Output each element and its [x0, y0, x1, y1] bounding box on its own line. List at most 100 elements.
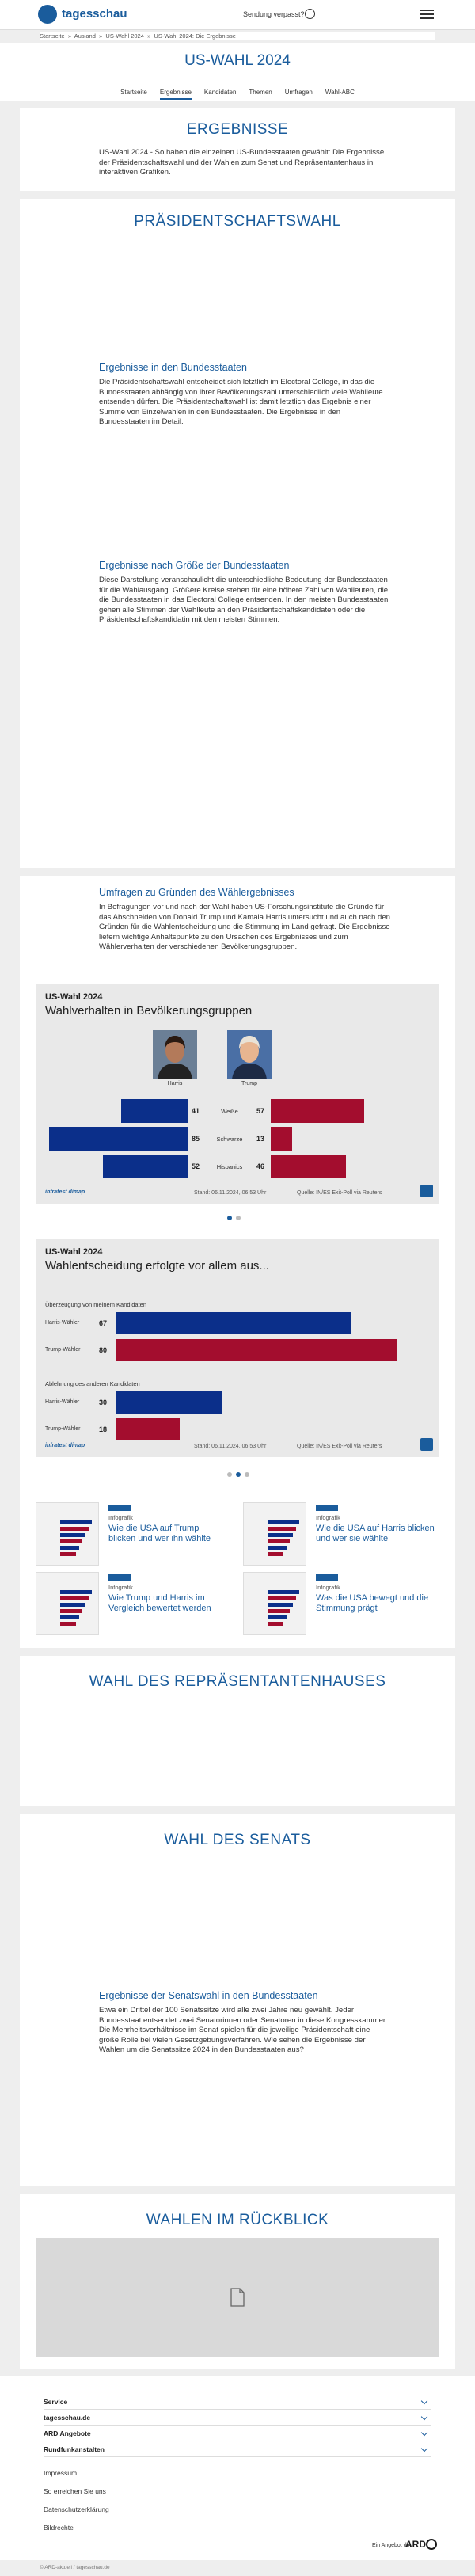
logo-icon[interactable]	[38, 5, 57, 24]
value-label: 57	[256, 1107, 265, 1115]
header: tagesschau Sendung verpasst?	[0, 0, 475, 30]
footer-link[interactable]: Impressum	[44, 2469, 78, 2477]
teaser-thumbnail[interactable]	[243, 1502, 306, 1566]
pager-dot[interactable]	[236, 1216, 241, 1220]
accordion-item[interactable]: ARD Angebote	[44, 2426, 431, 2441]
nav-item[interactable]: Themen	[249, 89, 272, 96]
pager-dot[interactable]	[227, 1216, 232, 1220]
teaser-type: Infografik	[108, 1584, 133, 1591]
kicker: US-Wahl 2024	[45, 1247, 103, 1257]
footer-link[interactable]: Datenschutzerklärung	[44, 2506, 109, 2513]
thumb-bar	[268, 1609, 290, 1613]
teaser-thumbnail[interactable]	[243, 1572, 306, 1635]
paragraph: Die Präsidentschaftswahl entscheidet sic…	[99, 378, 383, 427]
teaser-title[interactable]: Was die USA bewegt und die Stimmung präg…	[316, 1593, 429, 1613]
group-label: Hispanics	[216, 1163, 243, 1170]
thumb-bar	[268, 1622, 283, 1626]
value-label: 80	[99, 1346, 108, 1354]
footer-link[interactable]: Bildrechte	[44, 2524, 74, 2532]
page-title: US-WAHL 2024	[184, 52, 291, 69]
heading: PRÄSIDENTSCHAFTSWAHL	[134, 213, 341, 230]
portrait-figure	[232, 1036, 267, 1079]
subheading: Ergebnisse nach Größe der Bundesstaaten	[99, 560, 290, 571]
thumb-bar	[268, 1590, 299, 1594]
kicker: US-Wahl 2024	[45, 992, 103, 1002]
group-label: Schwarze	[216, 1136, 243, 1143]
breadcrumb-item[interactable]: US-Wahl 2024	[105, 32, 144, 40]
value-label: 30	[99, 1398, 108, 1406]
thumb-bar	[60, 1622, 76, 1626]
teaser-tag	[316, 1574, 338, 1581]
subheading: Ergebnisse in den Bundesstaaten	[99, 362, 247, 373]
teaser-tag	[316, 1505, 338, 1511]
play-icon[interactable]	[305, 9, 315, 19]
bar	[103, 1155, 188, 1178]
stand: Stand: 06.11.2024, 06:53 Uhr	[194, 1190, 267, 1196]
portrait	[153, 1030, 197, 1079]
senate-card: WAHL DES SENATS Ergebnisse der Senatswah…	[20, 1814, 455, 2186]
paragraph: In Befragungen vor und nach der Wahl hab…	[99, 903, 390, 952]
breadcrumb-item[interactable]: Ausland	[74, 32, 96, 40]
footer-link[interactable]: So erreichen Sie uns	[44, 2487, 106, 2495]
thumb-bar	[268, 1603, 293, 1607]
teaser-thumbnail[interactable]	[36, 1502, 99, 1566]
logo[interactable]: tagesschau	[62, 7, 127, 21]
breadcrumb-item[interactable]: US-Wahl 2024: Die Ergebnisse	[154, 32, 236, 40]
value-label: 52	[192, 1162, 200, 1170]
thumb-bar	[60, 1520, 92, 1524]
candidate-label: Harris	[167, 1081, 183, 1086]
section-label: Ablehnung des anderen Kandidaten	[45, 1380, 140, 1387]
motive-infographic: US-Wahl 2024 Wahlentscheidung erfolgte v…	[36, 1239, 439, 1457]
chart-title: Wahlentscheidung erfolgte vor allem aus.…	[45, 1259, 269, 1273]
pager-dot[interactable]	[227, 1472, 232, 1477]
missed-link[interactable]: Sendung verpasst?	[243, 10, 305, 18]
menu-button[interactable]	[420, 10, 434, 19]
pager-dot[interactable]	[245, 1472, 249, 1477]
paragraph: US-Wahl 2024 - So haben die einzelnen US…	[99, 148, 385, 177]
accordion-item[interactable]: Service	[44, 2394, 431, 2410]
accordion-item[interactable]: Rundfunkanstalten	[44, 2441, 431, 2457]
results-card: ERGEBNISSE US-Wahl 2024 - So haben die e…	[20, 108, 455, 191]
ard-logo[interactable]: ARD	[405, 2539, 426, 2550]
thumb-bar	[268, 1552, 283, 1556]
teaser-title[interactable]: Wie Trump und Harris im Vergleich bewert…	[108, 1593, 211, 1613]
nav-item[interactable]: Ergebnisse	[159, 89, 192, 100]
nav-item[interactable]: Wahl-ABC	[325, 89, 355, 96]
bar	[271, 1127, 292, 1151]
copyright-bar: © ARD-aktuell / tagesschau.de	[0, 2560, 475, 2576]
teaser-tag	[108, 1574, 131, 1581]
value-label: 85	[192, 1135, 200, 1143]
teaser-thumbnail[interactable]	[36, 1572, 99, 1635]
copyright: © ARD-aktuell / tagesschau.de	[40, 2565, 110, 2570]
accordion-item[interactable]: tagesschau.de	[44, 2410, 431, 2426]
thumb-bar	[60, 1609, 82, 1613]
nav-item[interactable]: Umfragen	[284, 89, 313, 96]
house-card: WAHL DES REPRÄSENTANTENHAUSES	[20, 1656, 455, 1806]
thumb-bar	[60, 1590, 92, 1594]
teaser-title[interactable]: Wie die USA auf Harris blicken und wer s…	[316, 1524, 435, 1543]
breadcrumb-item[interactable]: Startseite	[40, 32, 65, 40]
nav-item[interactable]: Startseite	[120, 89, 147, 96]
nav-item[interactable]: Kandidaten	[203, 89, 237, 96]
bar	[116, 1418, 180, 1440]
breadcrumb: Startseite » Ausland » US-Wahl 2024 » US…	[40, 32, 435, 40]
teaser-title[interactable]: Wie die USA auf Trump blicken und wer ih…	[108, 1524, 211, 1543]
bar	[49, 1127, 188, 1151]
brand: infratest dimap	[45, 1189, 86, 1195]
thumb-bar	[268, 1539, 290, 1543]
thumb-bar	[60, 1533, 86, 1537]
teaser-type: Infografik	[108, 1514, 133, 1521]
heading: WAHL DES SENATS	[164, 1832, 311, 1848]
media-placeholder[interactable]	[36, 2238, 439, 2357]
value-label: 67	[99, 1319, 108, 1327]
pager-dot[interactable]	[236, 1472, 241, 1477]
thumb-bar	[60, 1615, 79, 1619]
groups-infographic: US-Wahl 2024 Wahlverhalten in Bevölkerun…	[36, 984, 439, 1204]
review-card: WAHLEN IM RÜCKBLICK	[20, 2194, 455, 2369]
candidate-label: Trump	[241, 1081, 257, 1086]
bar	[116, 1312, 352, 1334]
value-label: 13	[256, 1135, 265, 1143]
president-card: PRÄSIDENTSCHAFTSWAHL Ergebnisse in den B…	[20, 199, 455, 868]
thumb-bar	[60, 1603, 86, 1607]
